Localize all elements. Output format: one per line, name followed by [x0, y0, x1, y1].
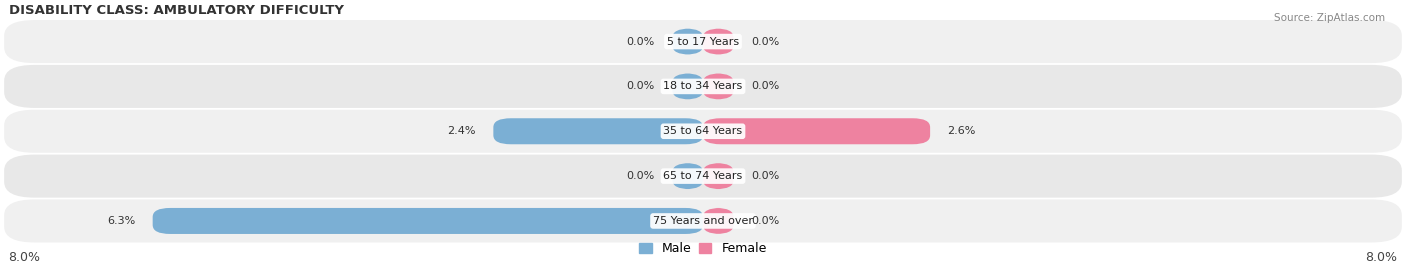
Text: 0.0%: 0.0% — [751, 171, 779, 181]
Text: 0.0%: 0.0% — [751, 37, 779, 47]
Text: 0.0%: 0.0% — [627, 82, 655, 91]
FancyBboxPatch shape — [4, 199, 1402, 242]
Text: 0.0%: 0.0% — [751, 82, 779, 91]
FancyBboxPatch shape — [153, 208, 703, 234]
Text: 18 to 34 Years: 18 to 34 Years — [664, 82, 742, 91]
Text: 8.0%: 8.0% — [1365, 252, 1398, 264]
FancyBboxPatch shape — [703, 208, 734, 234]
Text: 2.4%: 2.4% — [447, 126, 475, 136]
FancyBboxPatch shape — [672, 163, 703, 189]
FancyBboxPatch shape — [4, 110, 1402, 153]
FancyBboxPatch shape — [4, 20, 1402, 63]
Text: 2.6%: 2.6% — [948, 126, 976, 136]
Legend: Male, Female: Male, Female — [634, 237, 772, 260]
Text: 0.0%: 0.0% — [751, 216, 779, 226]
FancyBboxPatch shape — [4, 155, 1402, 198]
FancyBboxPatch shape — [4, 65, 1402, 108]
Text: DISABILITY CLASS: AMBULATORY DIFFICULTY: DISABILITY CLASS: AMBULATORY DIFFICULTY — [8, 4, 343, 17]
Text: Source: ZipAtlas.com: Source: ZipAtlas.com — [1274, 13, 1385, 23]
FancyBboxPatch shape — [703, 163, 734, 189]
Text: 8.0%: 8.0% — [8, 252, 41, 264]
FancyBboxPatch shape — [703, 29, 734, 55]
Text: 0.0%: 0.0% — [627, 37, 655, 47]
Text: 0.0%: 0.0% — [627, 171, 655, 181]
FancyBboxPatch shape — [672, 73, 703, 100]
FancyBboxPatch shape — [703, 73, 734, 100]
Text: 6.3%: 6.3% — [107, 216, 135, 226]
FancyBboxPatch shape — [672, 29, 703, 55]
FancyBboxPatch shape — [703, 118, 931, 144]
Text: 5 to 17 Years: 5 to 17 Years — [666, 37, 740, 47]
Text: 75 Years and over: 75 Years and over — [652, 216, 754, 226]
Text: 35 to 64 Years: 35 to 64 Years — [664, 126, 742, 136]
Text: 65 to 74 Years: 65 to 74 Years — [664, 171, 742, 181]
FancyBboxPatch shape — [494, 118, 703, 144]
